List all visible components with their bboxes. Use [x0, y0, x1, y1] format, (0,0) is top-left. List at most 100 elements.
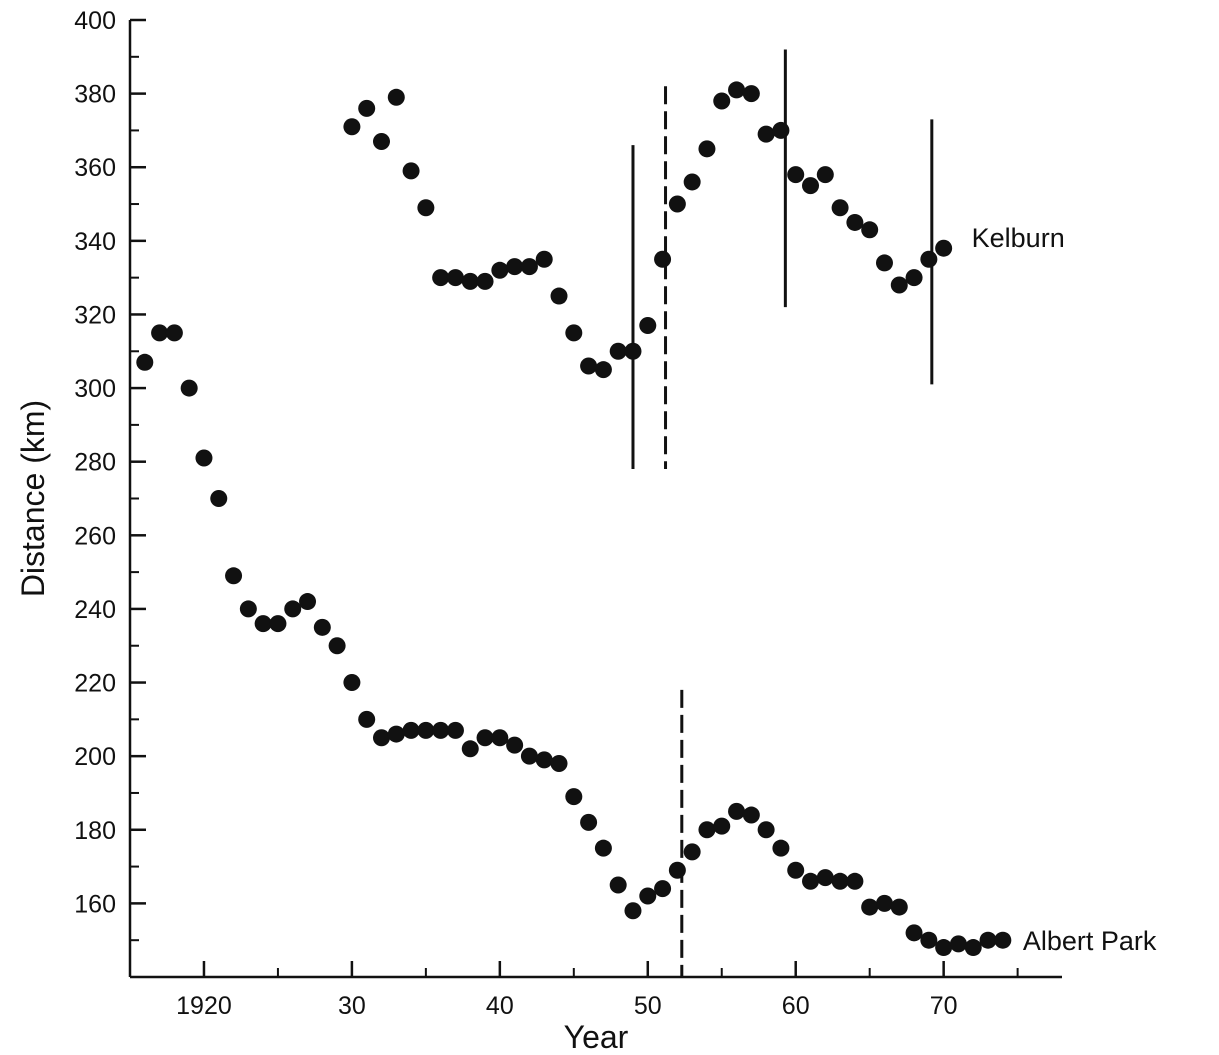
albert-park-point — [772, 839, 790, 857]
y-tick-label: 360 — [74, 154, 116, 182]
kelburn-point — [609, 342, 627, 360]
kelburn-point — [580, 357, 598, 375]
albert-park-point — [151, 324, 169, 342]
albert-park-point — [506, 736, 524, 754]
albert-park-point — [964, 939, 982, 957]
kelburn-point — [639, 317, 657, 335]
kelburn-point — [476, 272, 494, 290]
albert-park-point — [979, 931, 997, 949]
albert-park-point — [787, 861, 805, 879]
albert-park-point — [698, 821, 716, 839]
y-tick-label: 400 — [74, 7, 116, 35]
albert-park-point — [402, 721, 420, 739]
kelburn-point — [831, 199, 849, 217]
albert-park-point — [461, 740, 479, 758]
albert-park-point — [136, 353, 154, 371]
albert-park-point — [580, 813, 598, 831]
albert-park-point — [639, 887, 657, 905]
kelburn-point — [728, 81, 746, 99]
albert-park-point — [802, 872, 820, 890]
albert-park-point — [935, 939, 953, 957]
axes — [128, 20, 1062, 979]
x-tick-label: 30 — [338, 992, 366, 1020]
kelburn-point — [550, 287, 568, 305]
kelburn-point — [402, 162, 420, 180]
albert-park-point — [683, 843, 701, 861]
albert-park-point — [890, 898, 908, 916]
albert-park-point — [520, 747, 538, 765]
kelburn-point — [358, 99, 376, 117]
albert-park-point — [299, 593, 317, 611]
kelburn-point — [654, 250, 672, 268]
albert-park-point — [920, 931, 938, 949]
series-label-albert-park: Albert Park — [1023, 926, 1157, 956]
albert-park-point — [535, 751, 553, 769]
kelburn-point — [875, 254, 893, 272]
kelburn-point — [624, 342, 642, 360]
kelburn-point — [890, 276, 908, 294]
albert-park-point — [328, 637, 346, 655]
albert-park-point — [713, 817, 731, 835]
kelburn-point — [742, 85, 760, 103]
albert-park-point — [210, 490, 228, 507]
y-tick-label: 180 — [74, 817, 116, 845]
albert-park-point — [550, 755, 568, 773]
albert-park-point — [757, 821, 775, 839]
albert-park-point — [668, 861, 686, 879]
albert-park-point — [816, 869, 834, 887]
kelburn-point — [491, 261, 509, 279]
y-tick-label: 300 — [74, 375, 116, 403]
y-tick-label: 260 — [74, 522, 116, 550]
kelburn-point — [594, 361, 612, 379]
albert-park-point — [372, 729, 390, 747]
kelburn-point — [698, 140, 716, 158]
albert-park-point — [284, 600, 302, 618]
albert-park-point — [875, 894, 893, 912]
kelburn-point — [387, 88, 405, 106]
albert-park-point — [846, 872, 864, 890]
albert-park-point — [254, 615, 272, 633]
x-axis-title: Year — [564, 1019, 629, 1055]
y-tick-label: 280 — [74, 449, 116, 477]
x-tick-label: 1920 — [176, 992, 232, 1020]
labels: 160 180 200 220 240 260 280 300 320 340 360 380 400 1… — [15, 7, 1157, 1055]
y-tick-label: 320 — [74, 301, 116, 329]
albert-park-point — [831, 872, 849, 890]
albert-park-point — [358, 710, 376, 728]
albert-park-point — [905, 924, 923, 942]
albert-park-point — [180, 379, 198, 397]
y-tick-label: 200 — [74, 743, 116, 771]
y-tick-label: 380 — [74, 81, 116, 109]
y-tick-label: 220 — [74, 670, 116, 698]
albert-park-point — [195, 449, 213, 467]
kelburn-point — [935, 239, 953, 257]
x-tick-label: 50 — [634, 992, 662, 1020]
x-tick-label: 60 — [782, 992, 810, 1020]
kelburn-point — [713, 92, 731, 110]
kelburn-point — [757, 125, 775, 143]
albert-park-point — [994, 931, 1012, 949]
kelburn-point — [816, 166, 834, 184]
albert-park-point — [239, 600, 257, 618]
albert-park-point — [624, 902, 642, 920]
tick-marks — [129, 18, 1019, 977]
kelburn-point — [846, 213, 864, 231]
albert-park-point — [594, 839, 612, 857]
vertical-markers — [631, 49, 934, 977]
y-tick-label: 160 — [74, 890, 116, 918]
y-tick-label: 240 — [74, 596, 116, 624]
albert-park-point — [491, 729, 509, 747]
kelburn-point — [802, 177, 820, 195]
kelburn-point — [905, 269, 923, 287]
data-points — [136, 81, 1012, 957]
kelburn-point — [772, 121, 790, 139]
kelburn-point — [432, 269, 450, 287]
x-tick-label: 40 — [486, 992, 514, 1020]
kelburn-point — [668, 195, 686, 213]
albert-park-point — [417, 721, 435, 739]
kelburn-point — [417, 199, 435, 217]
albert-park-point — [654, 880, 672, 898]
albert-park-point — [565, 788, 583, 806]
albert-park-point — [949, 935, 967, 953]
